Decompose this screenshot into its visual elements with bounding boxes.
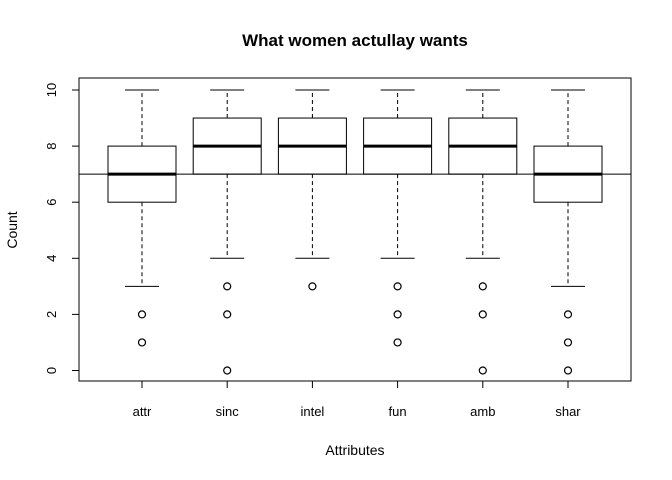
box-attr [107,89,177,347]
y-axis-title: Count [4,211,20,248]
outlier-point [308,282,317,291]
y-tick-label: 2 [44,311,59,318]
y-tick-label: 10 [44,83,59,97]
box-intel [277,89,347,291]
outlier-point [478,366,487,375]
x-tick-label: sinc [216,404,240,419]
outlier-point [563,366,573,375]
x-axis: attr sinc intel fun amb shar [133,380,581,419]
box-amb [448,89,518,375]
x-axis-title: Attributes [325,442,384,458]
outlier-point [478,282,487,291]
x-tick-label: fun [389,404,407,419]
outlier-point [137,338,147,347]
outlier-point [563,310,573,319]
outlier-point [393,282,402,291]
outlier-point [137,310,147,319]
chart-title: What women actullay wants [242,31,468,50]
box-shar [533,89,603,375]
box-sinc [192,89,262,375]
x-tick-label: shar [555,404,581,419]
plot-frame [78,77,632,382]
outlier-point [223,366,232,375]
x-tick-label: attr [133,404,152,419]
x-tick-label: intel [300,404,324,419]
y-tick-label: 4 [44,255,59,262]
box-fun [363,89,433,347]
y-tick-label: 0 [44,367,59,374]
outlier-point [223,282,232,291]
y-tick-label: 6 [44,199,59,206]
x-tick-label: amb [470,404,495,419]
outlier-point [393,310,402,319]
outlier-point [563,338,573,347]
y-axis: 0 2 4 6 8 10 [44,83,80,374]
y-tick-label: 8 [44,142,59,149]
outlier-point [393,338,402,347]
boxes-group [107,89,603,375]
outlier-point [223,310,232,319]
outlier-point [478,310,487,319]
